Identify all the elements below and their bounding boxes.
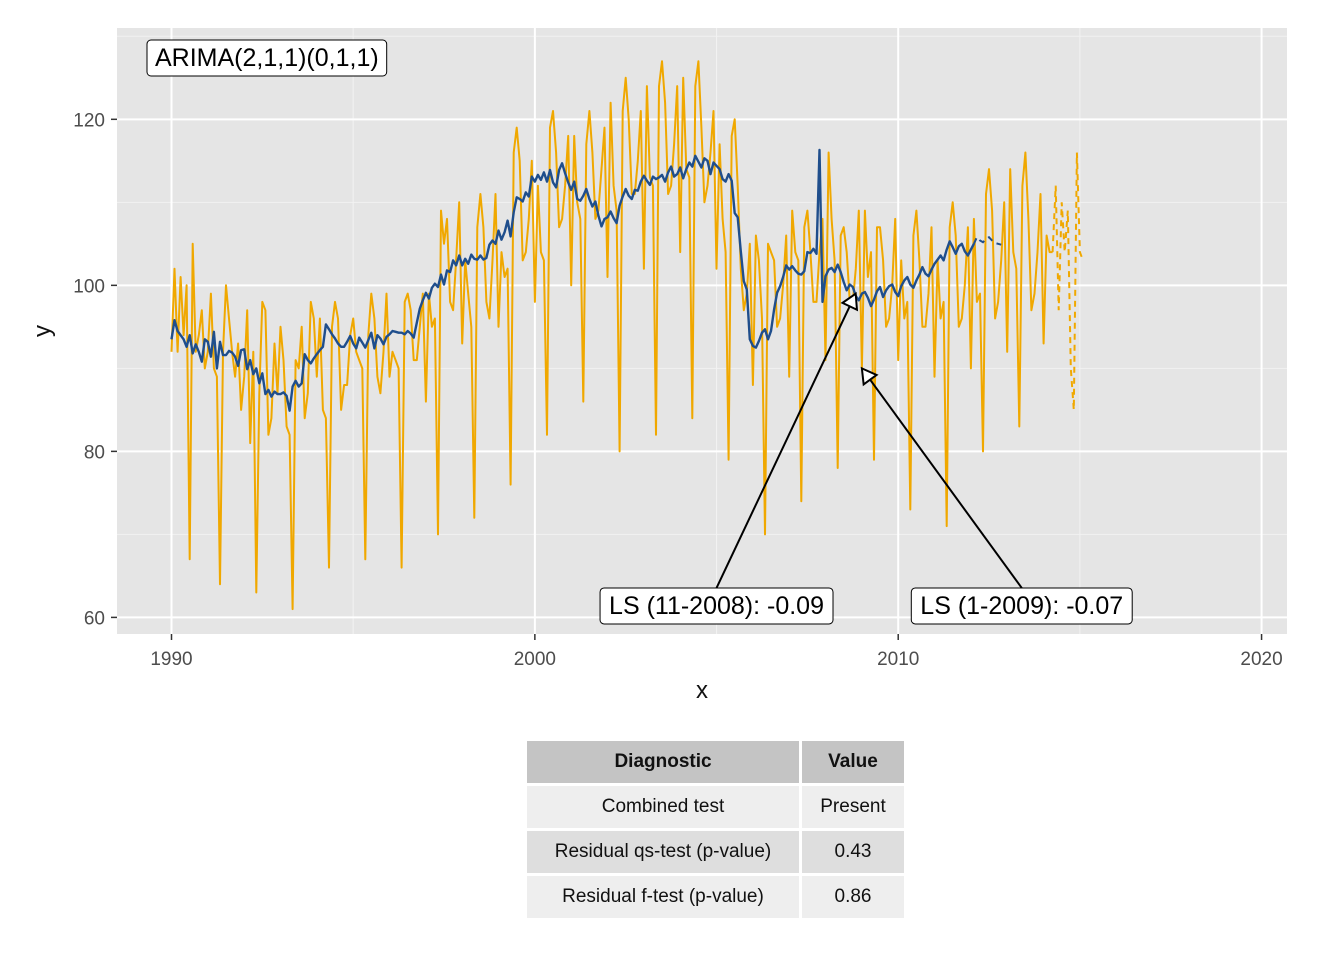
forecast-line-raw	[1051, 152, 1084, 410]
forecast-line-trend	[972, 235, 1002, 246]
y-tick-label: 60	[84, 608, 105, 629]
time-series-chart: 60 80 100 120 1990 2000 2010 2020 x y ARIMA(2,1,1)…	[29, 28, 1287, 704]
annotation-arrowhead	[840, 291, 859, 312]
table-row: Combined test Present	[527, 786, 904, 828]
diagnostic-name: Residual qs-test (p-value)	[527, 831, 799, 873]
x-axis-label: x	[696, 677, 708, 704]
model-label-box	[146, 39, 388, 77]
y-tick-label: 100	[73, 276, 105, 297]
diagnostic-value: 0.43	[802, 831, 904, 873]
annotation-arrow-line	[869, 379, 1023, 589]
annotation-label: LS (11-2008): -0.09	[609, 592, 824, 620]
chart-area: 60 80 100 120 1990 2000 2010 2020 x y ARIMA(2,1,1)…	[29, 28, 1287, 704]
table-row: Residual f-test (p-value) 0.86	[527, 876, 904, 918]
diagnostic-value: 0.86	[802, 876, 904, 918]
y-tick-label: 120	[73, 110, 105, 131]
annotation-box	[910, 587, 1133, 625]
annotation-arrowhead	[860, 366, 879, 387]
y-axis-label: y	[29, 325, 56, 337]
x-tick-label: 1990	[150, 649, 192, 670]
diagnostics-table: Diagnostic Value Combined test Present R…	[524, 738, 907, 921]
annotation-label: LS (1-2009): -0.07	[920, 592, 1123, 620]
model-label: ARIMA(2,1,1)(0,1,1)	[155, 44, 379, 72]
x-tick-label: 2020	[1240, 649, 1282, 670]
diagnostic-name: Residual f-test (p-value)	[527, 876, 799, 918]
series-line-raw	[170, 60, 1053, 611]
series-line-trend	[170, 148, 975, 412]
y-tick-label: 80	[84, 442, 105, 463]
annotation-arrow-line	[715, 305, 851, 589]
header-diagnostic: Diagnostic	[527, 741, 799, 783]
header-value: Value	[802, 741, 904, 783]
diagnostic-value: Present	[802, 786, 904, 828]
diagnostic-name: Combined test	[527, 786, 799, 828]
table-header-row: Diagnostic Value	[527, 741, 904, 783]
x-tick-label: 2010	[877, 649, 919, 670]
table-row: Residual qs-test (p-value) 0.43	[527, 831, 904, 873]
x-tick-label: 2000	[514, 649, 556, 670]
